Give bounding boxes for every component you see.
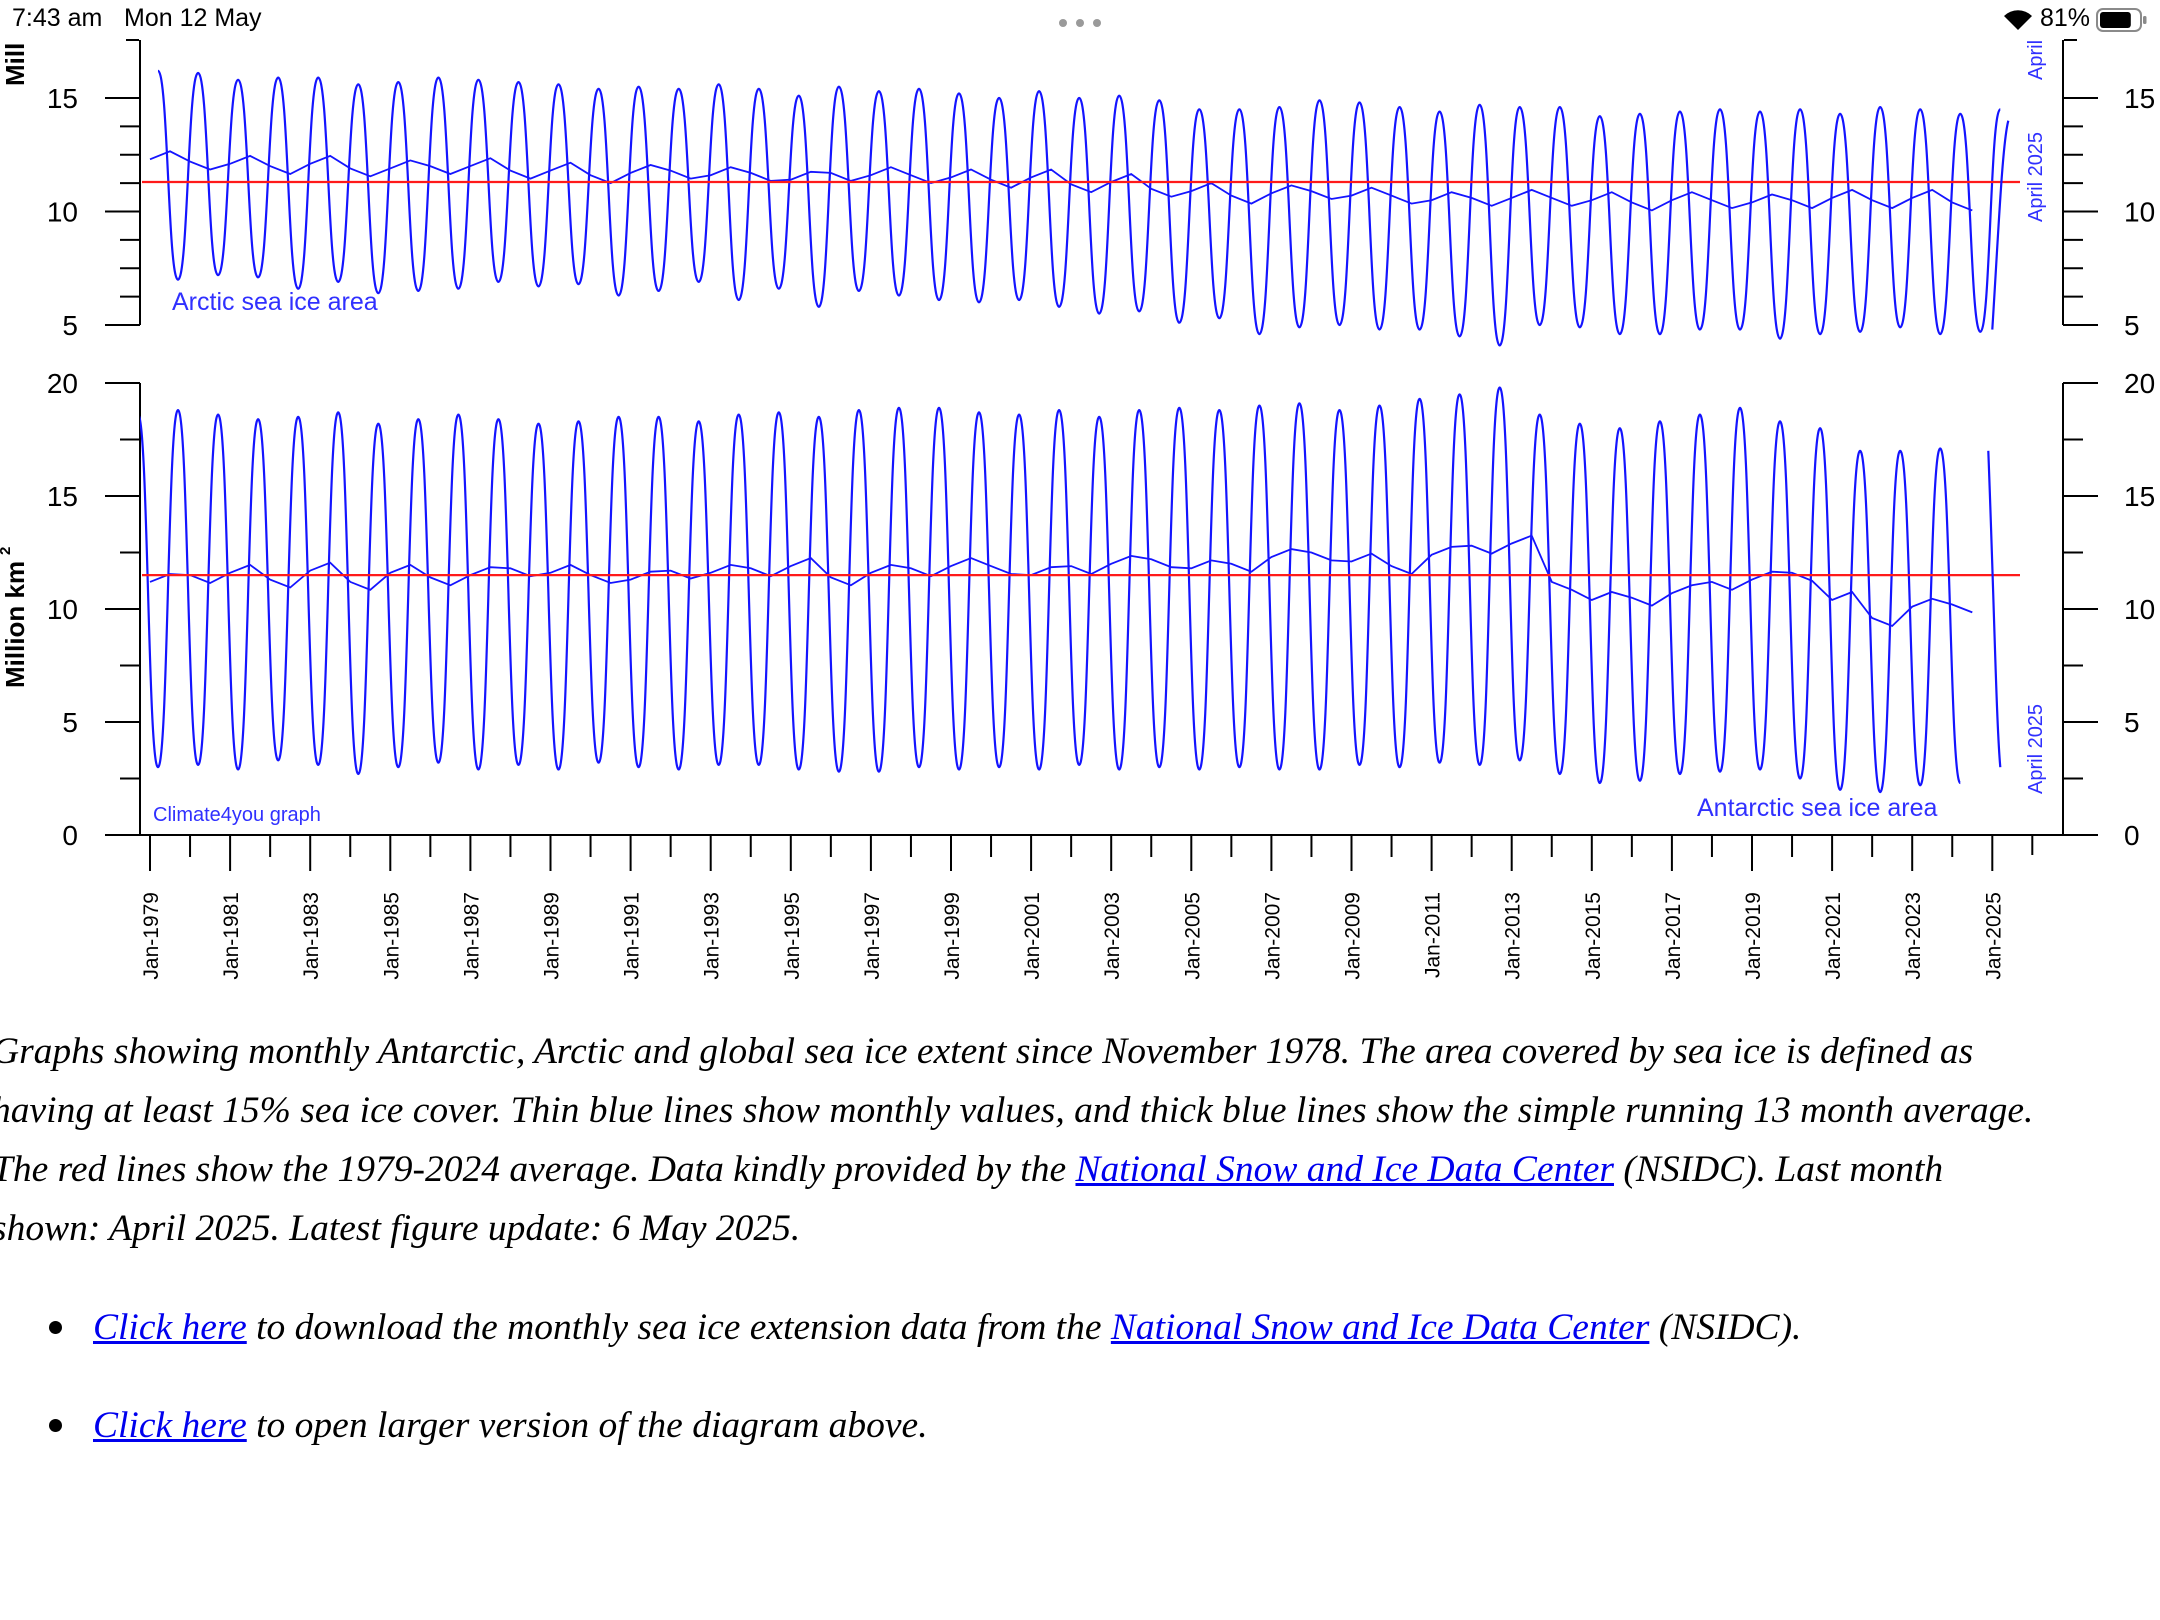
arctic-clipped-end-label: April xyxy=(2025,40,2047,80)
bottom-y-tick-label: 10 xyxy=(47,594,78,625)
bottom-y-tick-label: 0 xyxy=(62,820,78,851)
status-time: 7:43 am xyxy=(12,4,103,32)
nsidc-download-link[interactable]: National Snow and Ice Data Center xyxy=(1110,1307,1650,1348)
bullet-icon xyxy=(49,1419,62,1432)
x-tick-label: Jan-2003 xyxy=(1101,892,1124,980)
bottom-y-axis-label: Million km xyxy=(0,561,30,688)
x-tick-label: Jan-2021 xyxy=(1822,892,1845,980)
x-tick-label: Jan-1985 xyxy=(380,892,403,980)
x-tick-label: Jan-1983 xyxy=(300,892,323,980)
x-tick-label: Jan-1979 xyxy=(140,892,163,980)
arctic-running-average-line xyxy=(149,150,1973,212)
antarctic-running-average-line xyxy=(149,534,1973,628)
nsidc-link[interactable]: National Snow and Ice Data Center xyxy=(1075,1149,1614,1190)
arctic-latest-segment xyxy=(1991,120,2010,330)
x-tick-label: Jan-2001 xyxy=(1021,892,1044,980)
antarctic-monthly-line xyxy=(140,386,1962,794)
antarctic-series-label: Antarctic sea ice area xyxy=(1697,794,1937,822)
x-tick-label: Jan-1991 xyxy=(621,892,644,980)
arctic-monthly-line xyxy=(156,69,2002,347)
top-y-tick-label: 15 xyxy=(47,83,78,114)
caption-line-3-text: The red lines show the 1979-2024 average… xyxy=(0,1149,1076,1190)
sea-ice-chart-image[interactable]: 15 15 10 10 5 5 Mill 20 20 15 15 10 10 5 5 0 0 Million km… xyxy=(0,28,2160,994)
caption-line-3-tail: (NSIDC). Last month xyxy=(1613,1149,1944,1190)
arctic-series-group xyxy=(142,69,2020,347)
top-y-tick-label-right: 10 xyxy=(2124,197,2155,228)
bottom-y-axis-label-superscript: 2 xyxy=(0,547,14,555)
list-item-larger-version: Click here to open larger version of the… xyxy=(49,1404,928,1447)
bottom-y-tick-label-right: 5 xyxy=(2124,707,2140,738)
caption-line-4: shown: April 2025. Latest figure update:… xyxy=(0,1208,801,1249)
click-here-larger-link[interactable]: Click here xyxy=(93,1405,247,1446)
battery-percent: 81% xyxy=(2040,4,2091,32)
caption-line-3: The red lines show the 1979-2024 average… xyxy=(0,1140,2160,1199)
x-tick-label: Jan-1989 xyxy=(541,892,564,980)
figure-caption: Graphs showing monthly Antarctic, Arctic… xyxy=(0,1022,2160,1258)
bottom-y-tick-label: 5 xyxy=(62,707,78,738)
climate4you-credit: Climate4you graph xyxy=(153,804,321,826)
top-y-tick-label: 5 xyxy=(62,310,78,341)
x-tick-label: Jan-1999 xyxy=(941,892,964,980)
x-tick-label: Jan-1981 xyxy=(220,892,243,980)
bottom-y-tick-label-right: 20 xyxy=(2124,368,2155,399)
status-bar: 7:43 am Mon 12 May 81% xyxy=(0,0,2160,40)
sea-ice-chart-svg: 15 15 10 10 5 5 Mill 20 20 15 15 10 10 5 5 0 0 Million km… xyxy=(0,39,2155,980)
bullet-icon xyxy=(49,1321,62,1334)
list-item-download: Click here to download the monthly sea i… xyxy=(49,1306,1802,1349)
x-tick-label: Jan-2005 xyxy=(1181,892,1204,980)
caption-line-2: having at least 15% sea ice cover. Thin … xyxy=(0,1090,2034,1131)
x-tick-label: Jan-2009 xyxy=(1342,892,1365,980)
battery-icon xyxy=(2096,8,2148,32)
x-tick-label: Jan-1987 xyxy=(460,892,483,980)
x-tick-label: Jan-1995 xyxy=(781,892,804,980)
bottom-y-tick-label-right: 0 xyxy=(2124,820,2140,851)
status-date: Mon 12 May xyxy=(124,4,262,32)
bottom-y-tick-label-right: 10 xyxy=(2124,594,2155,625)
top-y-tick-label-right: 15 xyxy=(2124,83,2155,114)
x-tick-label: Jan-2011 xyxy=(1422,892,1445,978)
multitasking-dots-icon[interactable] xyxy=(1058,15,1102,27)
x-tick-label: Jan-2023 xyxy=(1902,892,1925,980)
x-tick-label: Jan-2017 xyxy=(1662,892,1685,980)
x-tick-label: Jan-2025 xyxy=(1982,892,2005,980)
bottom-y-tick-label: 15 xyxy=(47,481,78,512)
click-here-download-link[interactable]: Click here xyxy=(93,1307,247,1348)
x-tick-label: Jan-1997 xyxy=(861,892,884,980)
bottom-y-tick-label: 20 xyxy=(47,368,78,399)
antarctic-end-label: April 2025 xyxy=(2025,704,2047,794)
antarctic-latest-segment xyxy=(1987,450,2002,768)
x-tick-label: Jan-2007 xyxy=(1261,892,1284,980)
top-y-axis-label: Mill xyxy=(0,43,30,86)
arctic-end-label: April 2025 xyxy=(2025,132,2047,222)
wifi-icon xyxy=(2003,8,2033,32)
antarctic-series-group xyxy=(140,386,2020,794)
larger-version-text: to open larger version of the diagram ab… xyxy=(246,1405,928,1446)
download-text: to download the monthly sea ice extensio… xyxy=(246,1307,1111,1348)
arctic-series-label: Arctic sea ice area xyxy=(172,288,378,316)
x-tick-label: Jan-2019 xyxy=(1742,892,1765,980)
x-tick-label: Jan-2015 xyxy=(1582,892,1605,980)
nsidc-suffix: (NSIDC). xyxy=(1649,1307,1802,1348)
x-tick-label: Jan-2013 xyxy=(1502,892,1525,980)
x-tick-label: Jan-1993 xyxy=(701,892,724,980)
top-y-tick-label: 10 xyxy=(47,197,78,228)
bottom-y-tick-label-right: 15 xyxy=(2124,481,2155,512)
caption-line-1: Graphs showing monthly Antarctic, Arctic… xyxy=(0,1031,1974,1072)
top-y-tick-label-right: 5 xyxy=(2124,310,2140,341)
